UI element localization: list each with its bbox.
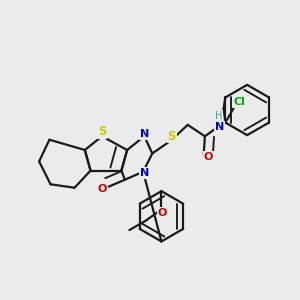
Text: O: O xyxy=(158,208,167,218)
Text: O: O xyxy=(97,184,107,194)
Text: N: N xyxy=(215,122,224,132)
Text: S: S xyxy=(167,130,176,143)
Text: N: N xyxy=(140,168,149,178)
Text: Cl: Cl xyxy=(233,97,245,107)
Text: H: H xyxy=(215,111,222,121)
Text: O: O xyxy=(204,152,213,162)
Text: S: S xyxy=(98,125,106,138)
Text: N: N xyxy=(140,129,149,139)
